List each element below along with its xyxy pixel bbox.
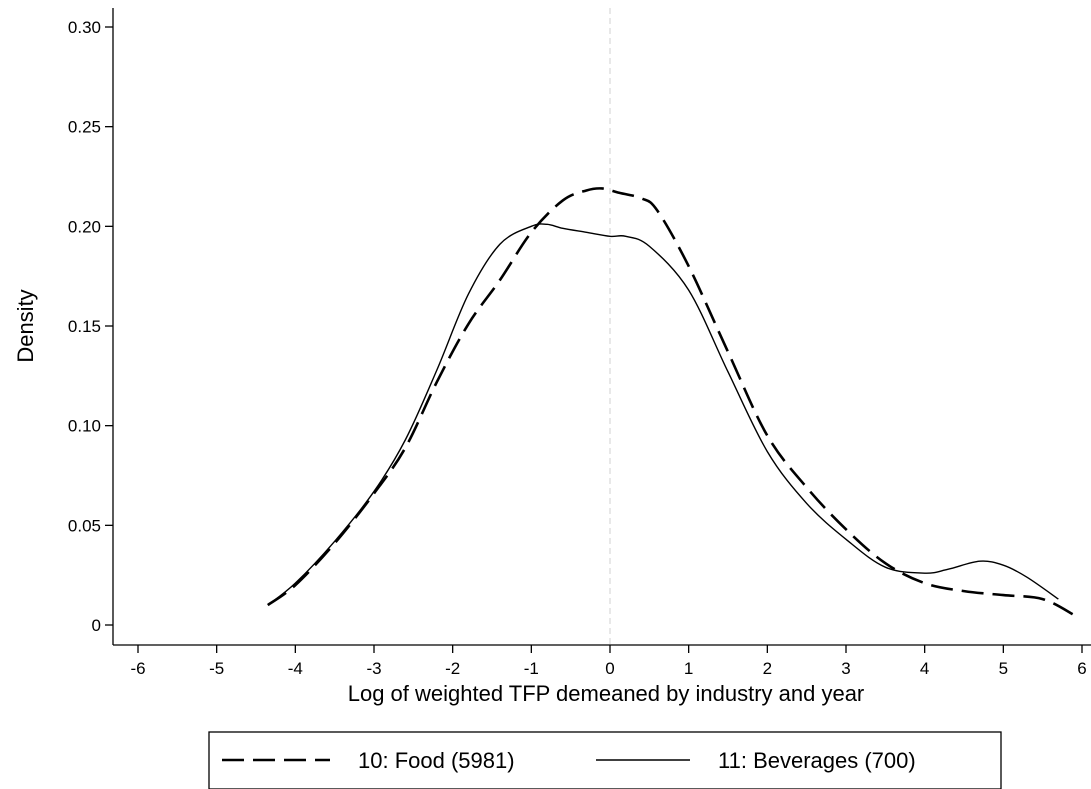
x-tick-label: 1 xyxy=(684,659,693,678)
x-tick-label: 6 xyxy=(1077,659,1086,678)
series-line-food xyxy=(267,187,1075,617)
y-tick-label: 0.25 xyxy=(68,118,101,137)
y-tick-label: 0.05 xyxy=(68,516,101,535)
legend: 10: Food (5981) 11: Beverages (700) xyxy=(208,731,1002,789)
legend-label-beverages: 11: Beverages (700) xyxy=(718,748,916,773)
x-tick-label: 4 xyxy=(920,659,929,678)
legend-label-food: 10: Food (5981) xyxy=(358,748,515,773)
y-tick-label: 0.30 xyxy=(68,18,101,37)
y-tick-label: 0 xyxy=(92,616,101,635)
x-tick-label: -6 xyxy=(130,659,145,678)
y-tick-label: 0.20 xyxy=(68,217,101,236)
y-tick-label: 0.15 xyxy=(68,317,101,336)
series-line-beverages xyxy=(267,223,1059,606)
x-tick-label: -5 xyxy=(209,659,224,678)
x-tick-label: -1 xyxy=(524,659,539,678)
x-tick-label: -4 xyxy=(288,659,303,678)
x-tick-label: -2 xyxy=(445,659,460,678)
x-tick-label: 5 xyxy=(999,659,1008,678)
x-tick-label: -3 xyxy=(366,659,381,678)
x-tick-label: 2 xyxy=(763,659,772,678)
x-axis-title: Log of weighted TFP demeaned by industry… xyxy=(348,681,865,706)
y-axis-title: Density xyxy=(13,289,38,362)
y-tick-label: 0.10 xyxy=(68,417,101,436)
x-tick-label: 3 xyxy=(841,659,850,678)
x-tick-label: 0 xyxy=(605,659,614,678)
